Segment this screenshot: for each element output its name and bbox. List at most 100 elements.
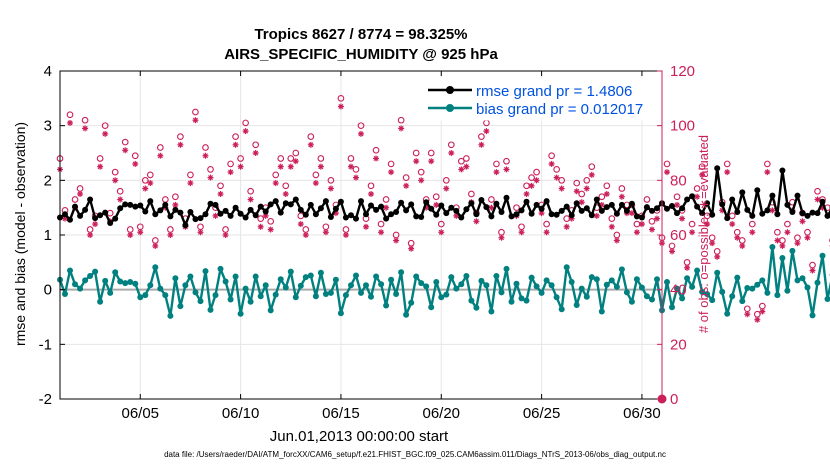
rmse-point: [192, 216, 199, 223]
obs-evaluated-marker: [87, 232, 94, 238]
obs-possible-marker: [528, 174, 535, 181]
bias-point: [408, 299, 415, 306]
bias-point: [62, 291, 68, 297]
rmse-point: [237, 210, 244, 217]
obs-evaluated-marker: [588, 171, 595, 178]
rmse-point: [393, 209, 400, 215]
rmse-point: [583, 205, 590, 212]
obs-evaluated-marker: [428, 158, 435, 165]
rmse-point: [127, 201, 134, 208]
obs-evaluated-marker: [292, 158, 299, 165]
bias-point: [568, 279, 575, 285]
obs-possible-marker: [723, 160, 731, 168]
obs-evaluated-stroke: [524, 191, 530, 197]
obs-possible-marker: [774, 228, 781, 236]
obs-evaluated-marker: [342, 232, 349, 238]
obs-possible-marker: [71, 196, 79, 203]
rmse-point: [107, 220, 114, 226]
obs-evaluated-stroke: [293, 158, 299, 164]
left-tick-label: 1: [44, 227, 52, 244]
obs-evaluated-marker: [483, 128, 490, 135]
obs-evaluated-marker: [578, 199, 585, 206]
bias-point: [363, 282, 369, 289]
rmse-point: [623, 207, 630, 214]
bias-point: [754, 281, 761, 288]
bias-point: [137, 294, 144, 301]
obs-evaluated-stroke: [559, 186, 565, 192]
bias-point: [277, 276, 284, 283]
obs-possible-marker: [327, 176, 335, 184]
rmse-point: [533, 201, 540, 208]
rmse-point: [172, 206, 179, 213]
obs-evaluated-stroke: [614, 237, 620, 243]
obs-possible-marker: [758, 302, 766, 310]
obs-evaluated-stroke: [809, 268, 816, 274]
obs-evaluated-marker: [192, 117, 199, 124]
bias-point: [82, 277, 89, 284]
obs-evaluated-marker: [528, 182, 535, 189]
bias-point: [232, 273, 239, 280]
obs-evaluated-stroke: [744, 311, 750, 317]
bias-point: [608, 277, 615, 284]
obs-evaluated-marker: [473, 218, 480, 225]
obs-evaluated-stroke: [554, 175, 560, 181]
obs-evaluated-marker: [347, 163, 354, 170]
rmse-point: [779, 167, 786, 174]
obs-evaluated-marker: [558, 185, 565, 192]
obs-evaluated-marker: [222, 232, 229, 238]
obs-evaluated-stroke: [338, 104, 344, 110]
obs-possible-marker: [172, 193, 179, 201]
rmse-point: [162, 201, 169, 208]
rmse-point: [503, 194, 510, 201]
bias-point: [388, 276, 395, 283]
bias-point: [563, 264, 570, 271]
obs-evaluated-stroke: [549, 161, 555, 167]
bias-point: [378, 281, 385, 288]
bias-point: [643, 293, 650, 300]
obs-possible-marker: [548, 152, 555, 160]
bias-point: [759, 277, 766, 284]
obs-evaluated-marker: [633, 229, 640, 236]
obs-evaluated-stroke: [167, 232, 173, 238]
rmse-point: [498, 209, 505, 215]
obs-possible-marker: [463, 155, 470, 162]
rmse-point: [222, 207, 229, 214]
bias-point: [307, 272, 314, 279]
obs-evaluated-stroke: [278, 164, 284, 170]
rmse-point: [403, 207, 410, 214]
right-axis-origin-dot: [657, 394, 667, 404]
obs-possible-marker: [427, 149, 435, 157]
obs-possible-marker: [437, 220, 445, 228]
bias-point: [262, 282, 269, 289]
obs-evaluated-marker: [242, 128, 249, 135]
obs-evaluated-marker: [488, 204, 495, 211]
bias-point: [664, 279, 670, 285]
obs-evaluated-marker: [734, 234, 741, 241]
rmse-point: [744, 206, 751, 213]
rmse-point: [102, 209, 109, 216]
bias-point: [292, 294, 299, 301]
obs-evaluated-marker: [794, 240, 801, 247]
rmse-point: [548, 211, 555, 218]
obs-evaluated-stroke: [413, 158, 419, 164]
bias-point: [327, 289, 334, 296]
rmse-point: [337, 198, 344, 205]
bias-point: [704, 291, 711, 297]
obs-evaluated-marker: [684, 264, 691, 271]
obs-evaluated-marker: [67, 119, 74, 126]
rmse-point: [142, 208, 149, 215]
obs-possible-marker: [588, 163, 596, 171]
obs-possible-marker: [518, 223, 525, 231]
obs-evaluated-marker: [664, 169, 671, 176]
obs-evaluated-marker: [398, 125, 405, 132]
data-file-footer: data file: /Users/raeder/DAI/ATM_forcXX/…: [164, 450, 666, 459]
obs-possible-marker: [121, 138, 129, 146]
obs-evaluated-marker: [237, 163, 244, 170]
obs-evaluated-marker: [132, 160, 139, 167]
rmse-point: [342, 214, 349, 221]
obs-possible-marker: [227, 160, 234, 168]
bias-point: [739, 298, 746, 305]
obs-evaluated-marker: [197, 229, 204, 236]
rmse-point: [207, 200, 214, 207]
obs-evaluated-stroke: [177, 142, 183, 148]
